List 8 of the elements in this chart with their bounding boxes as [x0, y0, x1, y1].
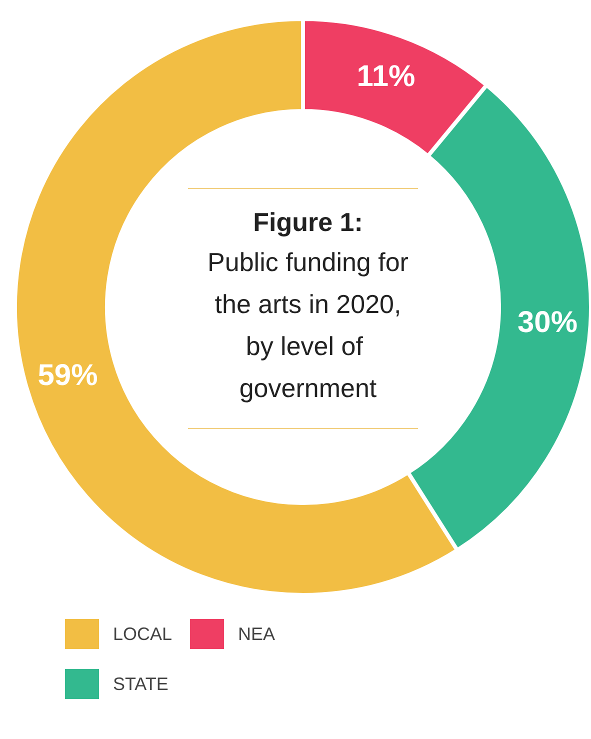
- legend-label: NEA: [238, 624, 276, 644]
- data-label: 11%: [356, 60, 416, 93]
- text: Figure 1:: [253, 207, 363, 237]
- text: Public funding for the arts in 2020, by level of government: [208, 247, 409, 403]
- data-label: 30%: [517, 306, 578, 339]
- legend-label: LOCAL: [113, 624, 172, 644]
- legend-label: STATE: [113, 674, 168, 694]
- data-label: 59%: [38, 358, 98, 392]
